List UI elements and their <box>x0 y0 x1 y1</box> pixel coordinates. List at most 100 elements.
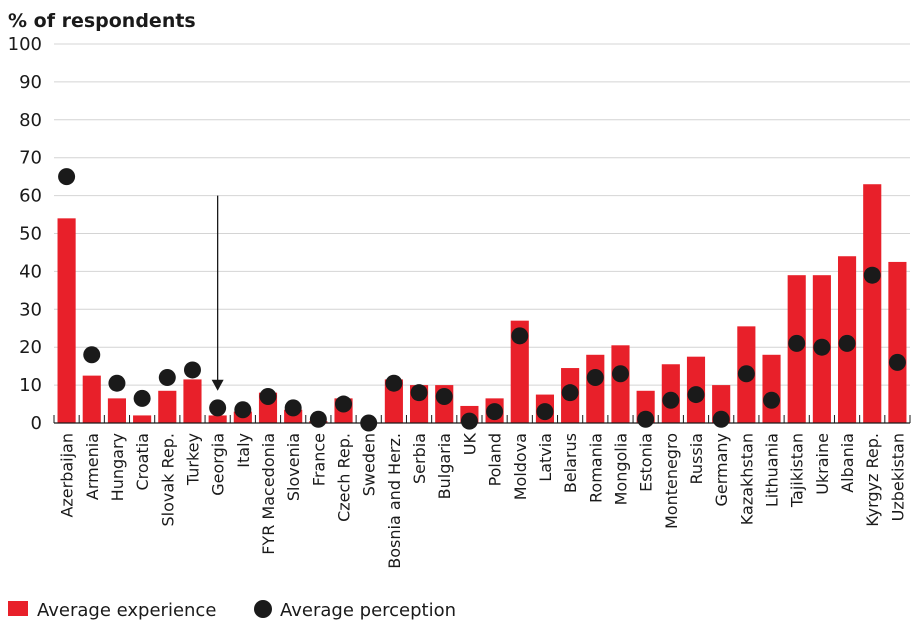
experience-bar <box>863 184 882 423</box>
experience-bar <box>208 415 227 423</box>
x-tick-label: Croatia <box>133 433 152 491</box>
perception-dot <box>863 266 881 284</box>
x-tick-label: Czech Rep. <box>335 433 354 522</box>
legend-perception-marker <box>254 600 272 618</box>
perception-dots <box>58 168 906 432</box>
x-tick-label: Kazakhstan <box>737 433 756 525</box>
x-tick-label: Armenia <box>83 433 102 500</box>
y-tick-label: 50 <box>19 224 42 245</box>
x-tick-label: Germany <box>712 433 731 507</box>
experience-bar <box>611 345 630 423</box>
perception-dot <box>309 410 327 428</box>
perception-dot <box>108 374 126 392</box>
experience-bar <box>510 320 529 423</box>
x-axis-labels: Azerbaijan Armenia Hungary Croatia Slovak Re… <box>58 432 908 568</box>
perception-dot <box>133 389 151 407</box>
chart-title: % of respondents <box>8 10 196 32</box>
perception-dot <box>385 374 403 392</box>
experience-bar <box>133 415 152 423</box>
x-tick-label: Ukraine <box>813 433 832 495</box>
experience-bar <box>82 375 101 423</box>
x-tick-label: Lithuania <box>763 433 782 507</box>
x-tick-label: Slovenia <box>284 433 303 501</box>
legend-experience-swatch <box>8 601 28 616</box>
y-tick-label: 40 <box>19 261 42 282</box>
perception-dot <box>763 391 781 409</box>
experience-bar <box>107 398 127 423</box>
y-tick-label: 100 <box>8 34 42 55</box>
x-tick-label: Latvia <box>536 433 555 482</box>
y-tick-label: 20 <box>19 337 42 358</box>
perception-dot <box>259 387 277 405</box>
legend-perception-label: Average perception <box>280 600 456 621</box>
y-tick-label: 90 <box>19 72 42 93</box>
perception-dot <box>637 410 655 428</box>
x-tick-label: Tajikistan <box>788 433 807 508</box>
x-tick-label: Hungary <box>108 433 127 501</box>
perception-dot <box>536 403 554 421</box>
x-tick-label: Poland <box>486 433 505 486</box>
perception-dot <box>435 387 453 405</box>
perception-dot <box>662 391 680 409</box>
perception-dot <box>58 168 76 186</box>
x-tick-label: Belarus <box>561 433 580 493</box>
x-tick-label: Turkey <box>183 433 202 486</box>
perception-dot <box>486 403 504 421</box>
y-tick-label: 70 <box>19 148 42 169</box>
x-tick-label: Italy <box>234 433 253 468</box>
experience-bar <box>57 218 76 423</box>
perception-dot <box>209 399 227 417</box>
y-tick-label: 0 <box>31 413 42 434</box>
experience-bar <box>183 379 202 423</box>
perception-dot <box>737 365 755 383</box>
highlight-arrow-head <box>211 379 224 391</box>
x-tick-label: Georgia <box>209 433 228 496</box>
x-tick-label: UK <box>460 432 479 455</box>
y-tick-label: 30 <box>19 299 42 320</box>
perception-dot <box>687 386 705 404</box>
x-tick-label: Mongolia <box>611 433 630 505</box>
perception-dot <box>813 338 831 356</box>
x-tick-label: Albania <box>838 433 857 493</box>
x-axis <box>53 415 911 424</box>
perception-dot <box>410 384 428 402</box>
experience-bar <box>888 261 907 423</box>
perception-dot <box>284 399 302 417</box>
perception-dot <box>788 334 806 352</box>
experience-bar <box>158 390 177 423</box>
perception-dot <box>611 365 629 383</box>
perception-dot <box>586 369 604 387</box>
x-tick-label: Bulgaria <box>435 433 454 499</box>
x-tick-label: Serbia <box>410 433 429 484</box>
perception-dot <box>460 412 478 430</box>
perception-dot <box>183 361 201 379</box>
experience-bar <box>586 354 605 423</box>
experience-bars <box>57 184 907 423</box>
x-tick-label: Estonia <box>637 433 656 492</box>
y-axis-ticks: 0 10 20 30 40 50 60 70 80 90 100 <box>8 34 42 434</box>
x-tick-label: Sweden <box>360 433 379 496</box>
x-tick-label: Romania <box>586 433 605 503</box>
y-tick-label: 80 <box>19 110 42 131</box>
gridlines <box>54 43 910 386</box>
y-tick-label: 60 <box>19 186 42 207</box>
highlight-arrow <box>211 195 224 391</box>
perception-dot <box>561 384 579 402</box>
x-tick-label: Azerbaijan <box>58 433 77 518</box>
x-tick-label: Kyrgyz Rep. <box>863 433 882 527</box>
x-tick-label: France <box>309 433 328 486</box>
legend: Average experience Average perception <box>8 600 456 621</box>
perception-dot <box>335 395 353 413</box>
perception-dot <box>888 353 906 371</box>
perception-dot <box>838 334 856 352</box>
x-tick-label: Moldova <box>511 433 530 500</box>
experience-bar <box>762 354 781 423</box>
perception-dot <box>158 369 176 387</box>
x-tick-label: Bosnia and Herz. <box>385 433 404 569</box>
perception-dot <box>83 346 101 364</box>
x-tick-label: Montenegro <box>662 433 681 529</box>
legend-experience-label: Average experience <box>37 600 216 621</box>
x-tick-label: Russia <box>687 433 706 484</box>
x-tick-label: FYR Macedonia <box>259 433 278 555</box>
